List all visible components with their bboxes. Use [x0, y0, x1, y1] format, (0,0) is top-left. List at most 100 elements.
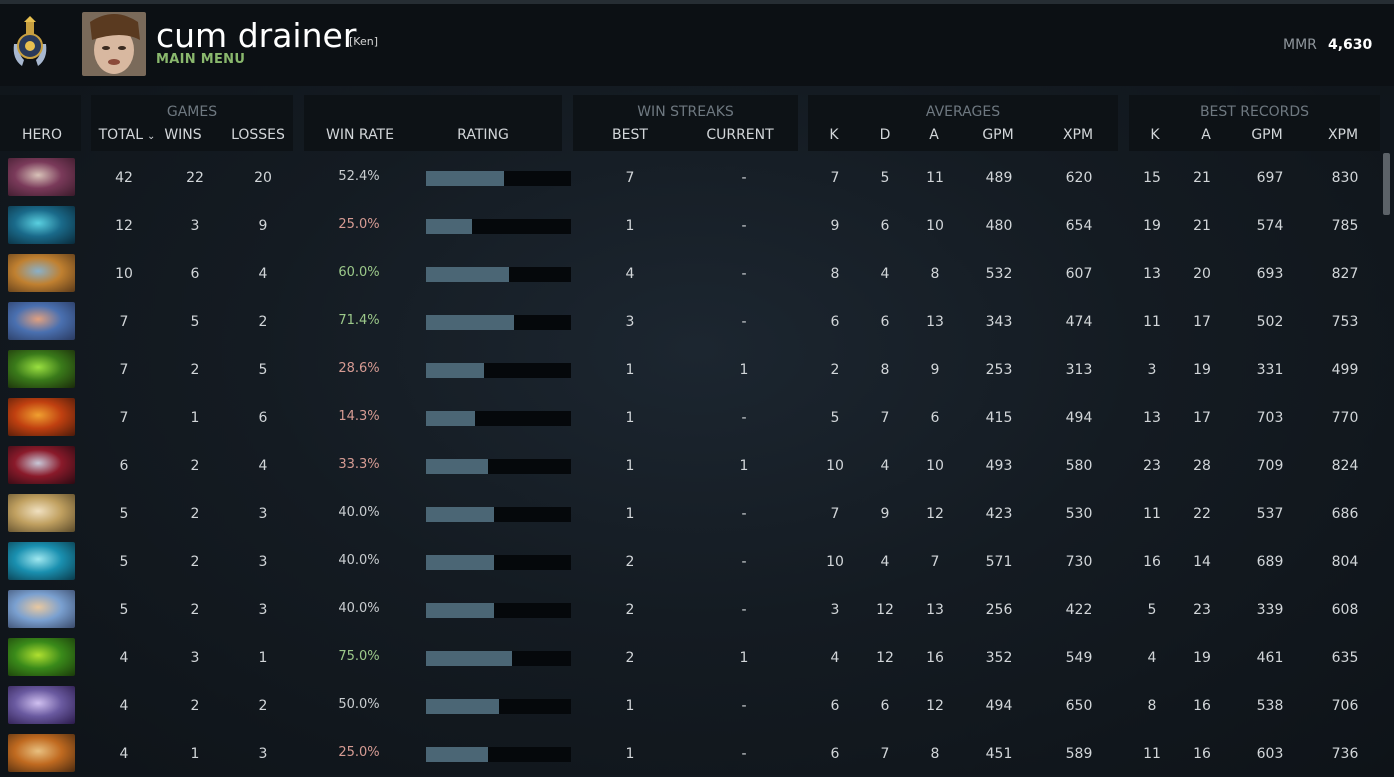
best-xpm-cell: 686: [1331, 506, 1359, 522]
col-header-best-xpm[interactable]: XPM: [1327, 127, 1359, 143]
hero-portrait[interactable]: [8, 350, 75, 388]
avg-assists-cell: 10: [926, 458, 944, 474]
col-header-avg-kills[interactable]: K: [829, 127, 839, 143]
table-row[interactable]: 4 3 1 2 1 4 12 16 352 549 4 19 461 635 75.0%: [0, 633, 1380, 681]
table-row[interactable]: 4 1 3 1 - 6 7 8 451 589 11 16 603 736 25.0%: [0, 729, 1380, 777]
avg-kills-cell: 8: [830, 266, 840, 282]
best-xpm-cell: 785: [1331, 218, 1359, 234]
total-games-cell: 5: [119, 602, 129, 618]
col-header-rating[interactable]: RATING: [457, 127, 509, 143]
avg-kills-cell: 4: [830, 650, 840, 666]
best-streak-cell: 3: [625, 314, 635, 330]
best-kills-cell: 11: [1143, 746, 1161, 762]
avg-gpm-cell: 451: [985, 746, 1013, 762]
hero-portrait[interactable]: [8, 446, 75, 484]
best-streak-cell: 2: [625, 602, 635, 618]
rating-bar-fill: [426, 699, 499, 714]
col-header-avg-deaths[interactable]: D: [879, 127, 891, 143]
best-gpm-cell: 703: [1256, 410, 1284, 426]
avg-xpm-cell: 589: [1065, 746, 1093, 762]
col-header-best-assists[interactable]: A: [1201, 127, 1211, 143]
col-header-wins[interactable]: WINS: [164, 127, 202, 143]
col-header-losses[interactable]: LOSSES: [231, 127, 285, 143]
rating-bar: [426, 603, 571, 618]
losses-cell: 2: [258, 314, 268, 330]
col-header-best-gpm[interactable]: GPM: [1251, 127, 1283, 143]
hero-portrait[interactable]: [8, 206, 75, 244]
wins-cell: 2: [190, 698, 200, 714]
col-header-win-rate[interactable]: WIN RATE: [326, 127, 394, 143]
avg-gpm-cell: 423: [985, 506, 1013, 522]
rating-bar-fill: [426, 507, 494, 522]
hero-portrait[interactable]: [8, 638, 75, 676]
col-header-avg-assists[interactable]: A: [929, 127, 939, 143]
rating-bar-fill: [426, 171, 504, 186]
win-rate-cell: 60.0%: [338, 265, 380, 280]
avg-deaths-cell: 8: [880, 362, 890, 378]
avg-xpm-cell: 654: [1065, 218, 1093, 234]
avatar[interactable]: [82, 12, 146, 76]
chevron-down-icon: ⌄: [147, 131, 156, 142]
win-rate-cell: 28.6%: [338, 361, 380, 376]
avg-deaths-cell: 7: [880, 746, 890, 762]
losses-cell: 1: [258, 650, 268, 666]
losses-cell: 20: [254, 170, 272, 186]
rating-bar-fill: [426, 363, 484, 378]
avg-xpm-cell: 607: [1065, 266, 1093, 282]
avg-xpm-cell: 730: [1065, 554, 1093, 570]
avg-xpm-cell: 422: [1065, 602, 1093, 618]
table-row[interactable]: 10 6 4 4 - 8 4 8 532 607 13 20 693 827 60.0%: [0, 249, 1380, 297]
avg-xpm-cell: 474: [1065, 314, 1093, 330]
best-gpm-cell: 538: [1256, 698, 1284, 714]
col-header-best-streak[interactable]: BEST: [612, 127, 648, 143]
hero-portrait[interactable]: [8, 158, 75, 196]
total-games-cell: 4: [119, 746, 129, 762]
avg-kills-cell: 5: [830, 410, 840, 426]
table-row[interactable]: 6 2 4 1 1 10 4 10 493 580 23 28 709 824 33.3%: [0, 441, 1380, 489]
avg-gpm-cell: 253: [985, 362, 1013, 378]
col-header-best-kills[interactable]: K: [1150, 127, 1160, 143]
win-rate-cell: 71.4%: [338, 313, 380, 328]
table-row[interactable]: 5 2 3 2-3 12 13 256 422 5 23 339 608 40.0%: [0, 585, 1380, 633]
rating-bar-fill: [426, 411, 475, 426]
hero-portrait[interactable]: [8, 302, 75, 340]
col-header-current-streak[interactable]: CURRENT: [706, 127, 774, 143]
hero-portrait[interactable]: [8, 686, 75, 724]
table-row[interactable]: 4 2 2 1 - 6 6 12 494 650 8 16 538 706 50.0%: [0, 681, 1380, 729]
col-header-avg-xpm[interactable]: XPM: [1062, 127, 1094, 143]
table-row[interactable]: 7 5 2 3 - 6 6 13 343 474 11 17 502 753 71.4%: [0, 297, 1380, 345]
table-row[interactable]: 42 22 20 7 - 7 5 11 489 620 15 21 697 830 52.4%: [0, 153, 1380, 201]
losses-cell: 4: [258, 266, 268, 282]
col-header-avg-gpm[interactable]: GPM: [982, 127, 1014, 143]
table-row[interactable]: 5 2 3 1 - 7 9 12 423 530 11 22 537 686 40.0%: [0, 489, 1380, 537]
losses-cell: 4: [258, 458, 268, 474]
avg-xpm-cell: 620: [1065, 170, 1093, 186]
losses-cell: 3: [258, 506, 268, 522]
hero-portrait[interactable]: [8, 542, 75, 580]
main-menu-link[interactable]: MAIN MENU: [156, 52, 246, 67]
col-header-hero[interactable]: HERO: [21, 127, 63, 143]
hero-portrait[interactable]: [8, 254, 75, 292]
avg-deaths-cell: 4: [880, 266, 890, 282]
hero-portrait[interactable]: [8, 590, 75, 628]
rating-bar-fill: [426, 315, 514, 330]
wins-cell: 1: [190, 410, 200, 426]
table-row[interactable]: 7 1 6 1 - 5 7 6 415 494 13 17 703 770 14.3%: [0, 393, 1380, 441]
total-games-cell: 6: [119, 458, 129, 474]
best-streak-cell: 2: [625, 554, 635, 570]
col-header-total[interactable]: TOTAL ⌄: [98, 127, 156, 143]
hero-portrait[interactable]: [8, 494, 75, 532]
table-row[interactable]: 7 2 5 1 1 2 8 9 253 313 3 19 331 499 28.6%: [0, 345, 1380, 393]
hero-portrait[interactable]: [8, 734, 75, 772]
rating-bar: [426, 507, 571, 522]
avg-deaths-cell: 4: [880, 458, 890, 474]
hero-portrait[interactable]: [8, 398, 75, 436]
best-streak-cell: 1: [625, 218, 635, 234]
avg-xpm-cell: 530: [1065, 506, 1093, 522]
avg-kills-cell: 6: [830, 698, 840, 714]
table-row[interactable]: 5 2 3 2 - 10 4 7 571 730 16 14 689 804 40.0%: [0, 537, 1380, 585]
current-streak-cell: -: [741, 554, 747, 570]
table-row[interactable]: 12 3 9 1 - 9 6 10 480 654 19 21 574 785 25.0%: [0, 201, 1380, 249]
scrollbar-thumb[interactable]: [1383, 153, 1390, 215]
avg-deaths-cell: 4: [880, 554, 890, 570]
